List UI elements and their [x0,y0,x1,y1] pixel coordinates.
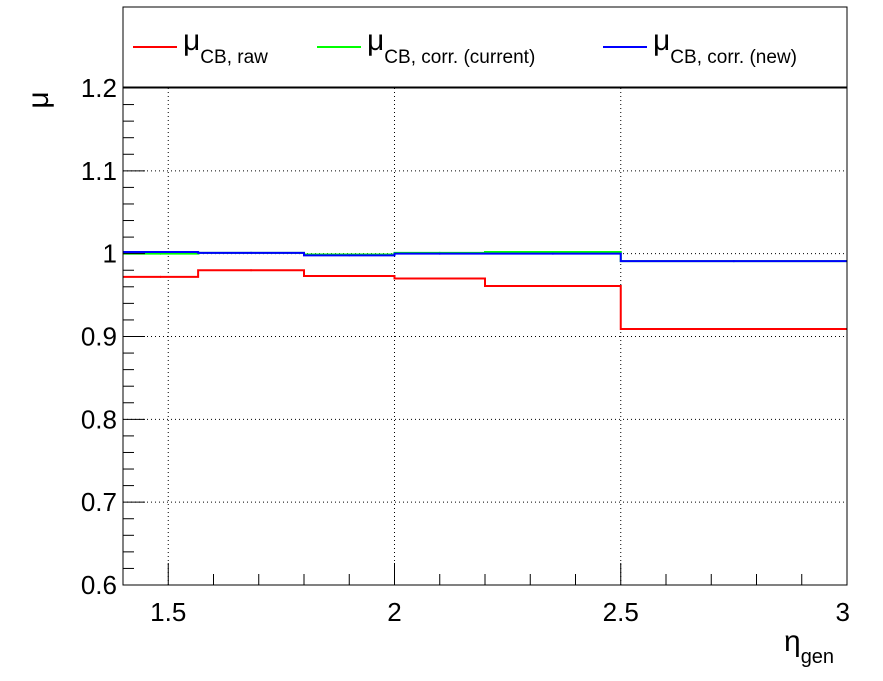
grid [123,88,847,585]
x-tick-label: 1.5 [150,597,186,627]
y-tick-label: 1.1 [81,156,117,186]
series-layer [123,251,847,331]
x-tick-label: 3 [836,597,850,627]
legend-label: μCB, raw [183,24,268,68]
y-tick-label: 1 [103,239,117,269]
series-line-corr-new- [123,251,847,263]
legend-label-main: μ [367,24,384,57]
x-axis-title: ηgen [784,625,834,668]
legend-label-sub: CB, corr. (new) [670,47,797,68]
x-axis-title-main: η [784,625,801,658]
series-line-raw [123,269,847,331]
legend-label-main: μ [183,24,200,57]
y-tick-label: 1.2 [81,73,117,103]
axis-ticks [122,87,848,586]
x-tick-label: 2 [387,597,401,627]
legend-label-sub: CB, corr. (current) [384,47,535,68]
y-tick-label: 0.6 [81,570,117,600]
legend-label: μCB, corr. (new) [653,24,797,68]
x-tick-label: 2.5 [603,597,639,627]
legend-label-main: μ [653,24,670,57]
y-tick-label: 0.7 [81,487,117,517]
legend-frame [122,6,848,88]
axis-tick-labels: 0.6 0.7 0.8 0.9 1 1.1 1.2 1.5 2 2.5 3 [81,73,850,627]
y-tick-label: 0.9 [81,322,117,352]
legend-label-sub: CB, raw [200,47,268,68]
y-axis-title: μ [22,91,55,108]
x-axis-title-sub: gen [801,646,834,668]
y-tick-label: 0.8 [81,404,117,434]
legend-label: μCB, corr. (current) [367,24,535,68]
